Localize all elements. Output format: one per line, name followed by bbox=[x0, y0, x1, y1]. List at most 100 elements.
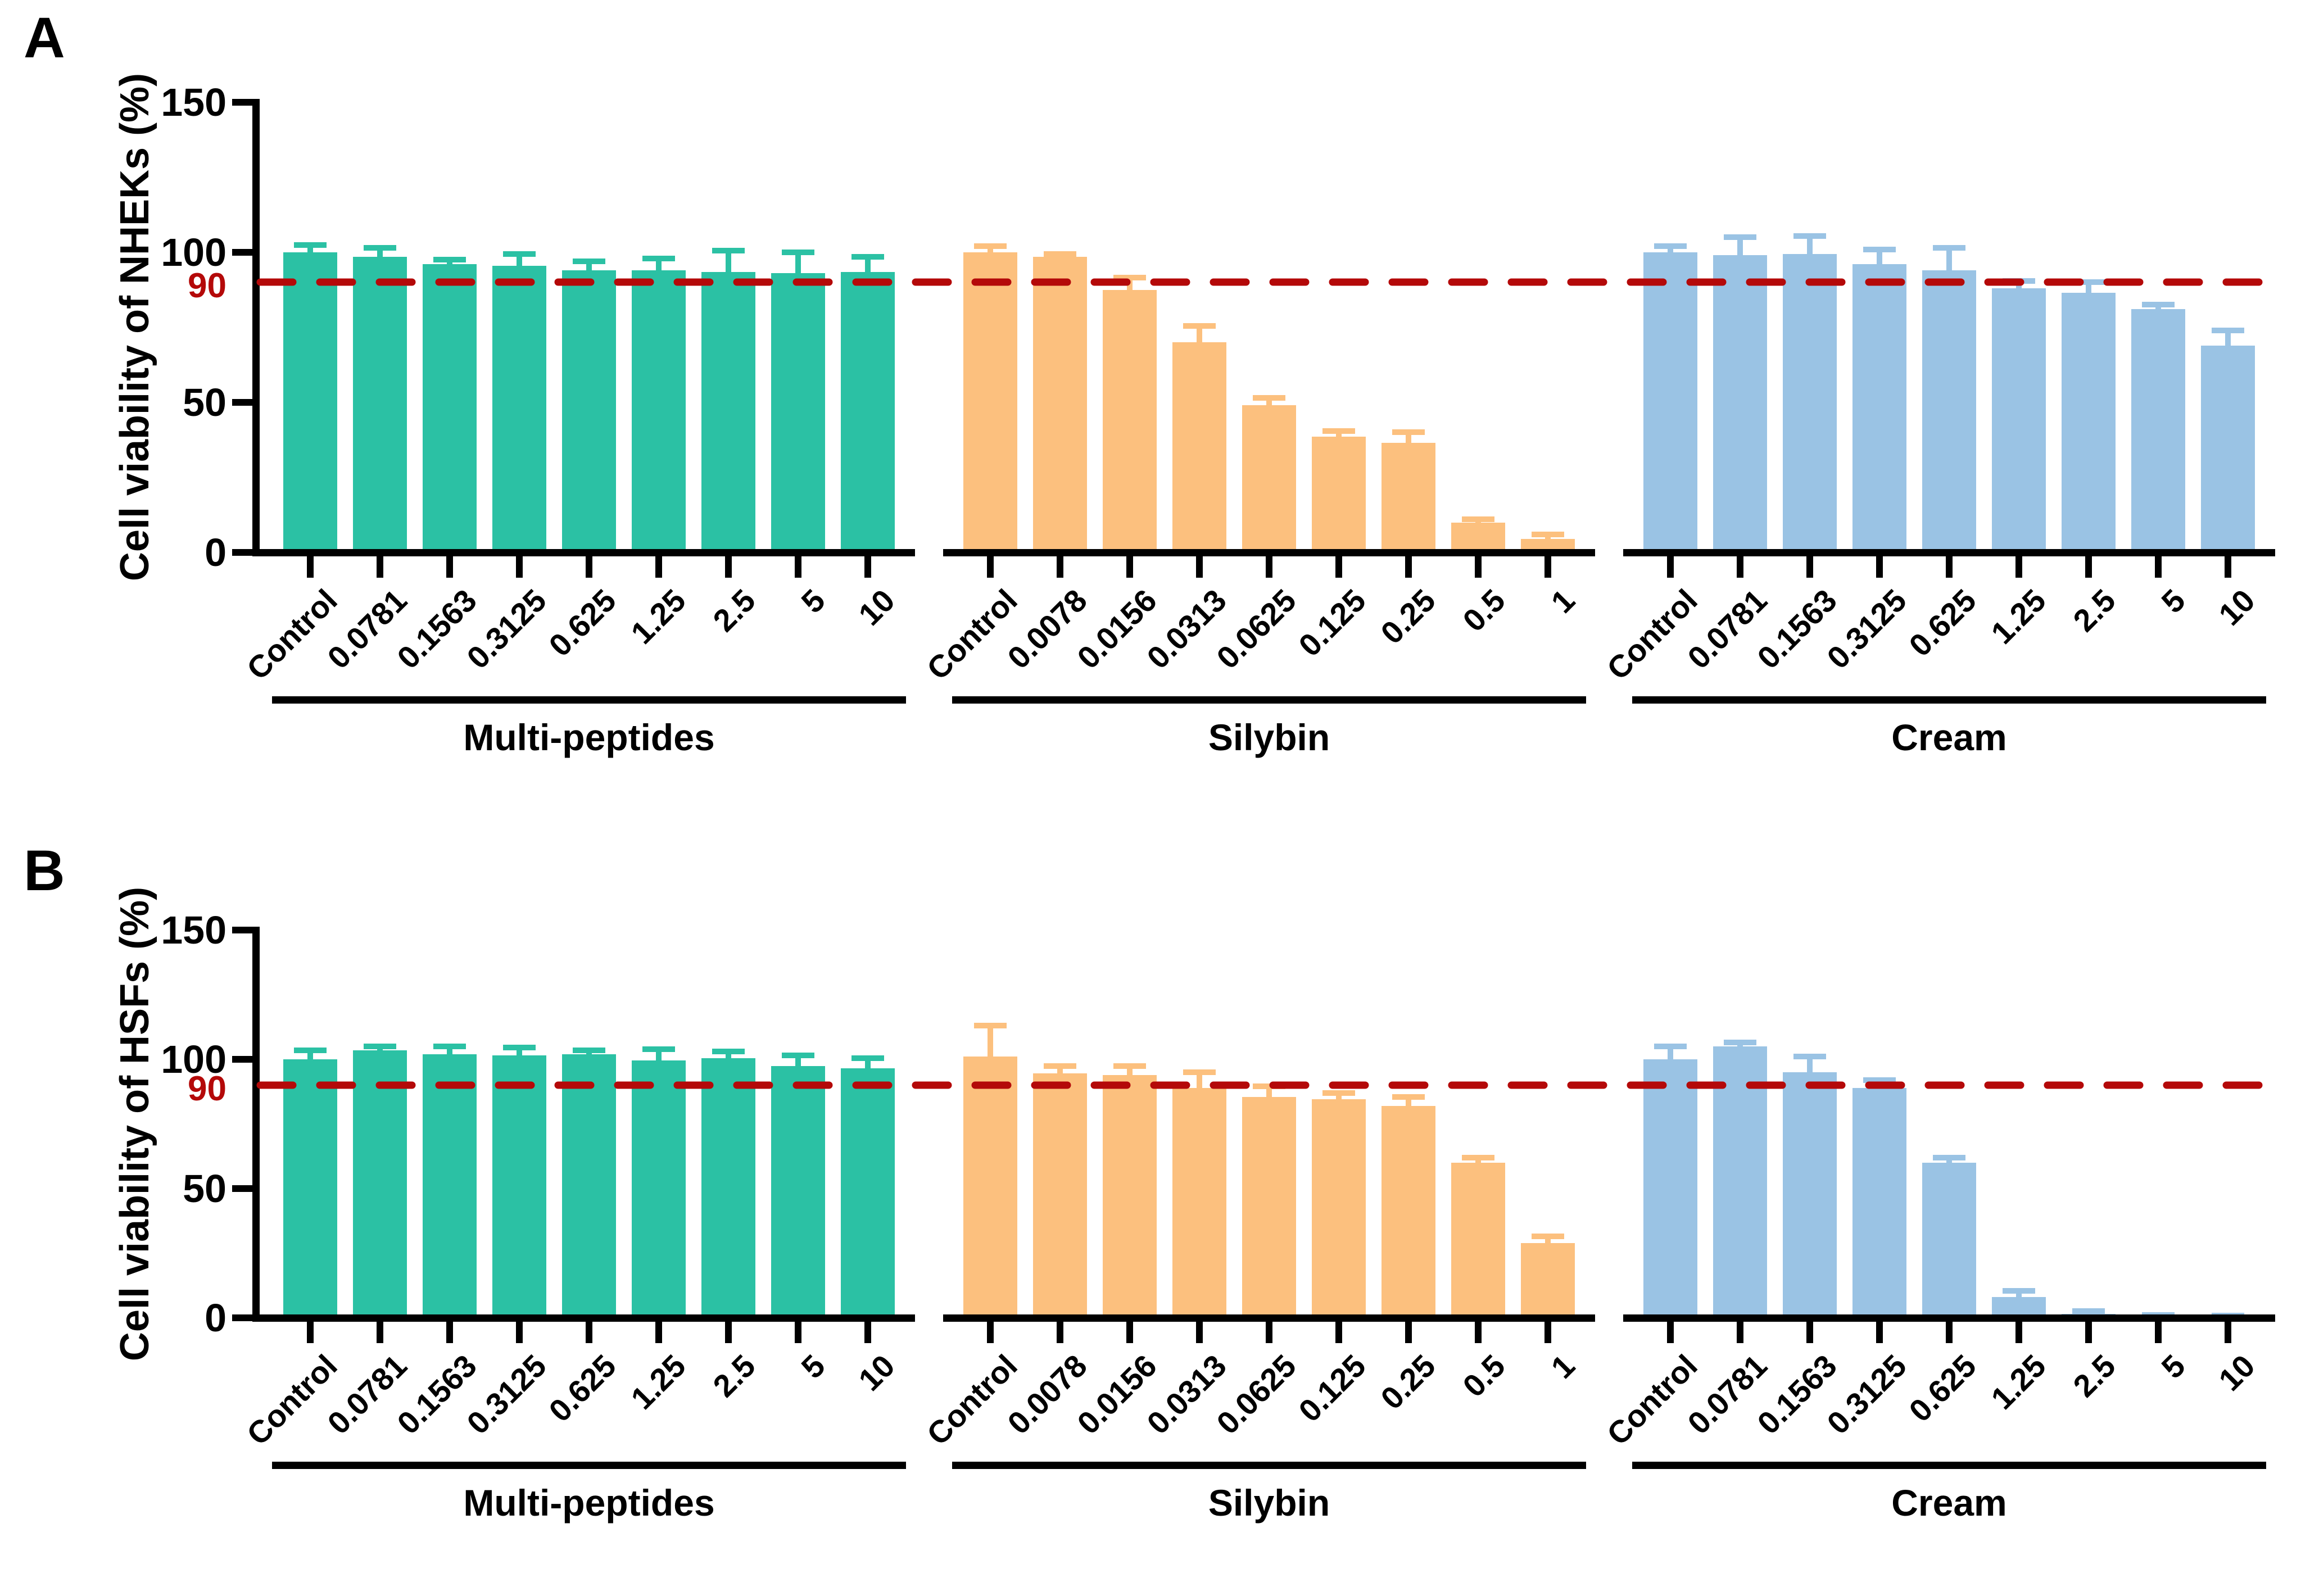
x-tick bbox=[307, 1322, 314, 1343]
group-bracket bbox=[952, 696, 1586, 704]
x-tick bbox=[1335, 1322, 1342, 1343]
x-tick bbox=[1876, 556, 1883, 578]
error-bar-line bbox=[1406, 1096, 1411, 1108]
y-tick bbox=[232, 1056, 252, 1063]
x-axis-segment bbox=[252, 549, 915, 556]
x-tick bbox=[377, 556, 383, 578]
error-bar-line bbox=[795, 1055, 801, 1068]
y-tick bbox=[232, 399, 252, 406]
x-tick bbox=[1126, 556, 1133, 578]
y-tick-label: 150 bbox=[161, 908, 227, 952]
x-tick bbox=[795, 1322, 801, 1343]
error-bar-line bbox=[1946, 1157, 1952, 1165]
y-tick bbox=[232, 927, 252, 933]
bar bbox=[1312, 1099, 1366, 1318]
y-tick bbox=[232, 1185, 252, 1192]
bar bbox=[283, 1059, 337, 1318]
error-bar-cap bbox=[1253, 395, 1285, 401]
bar bbox=[1922, 270, 1976, 552]
error-bar-cap bbox=[1532, 1234, 1564, 1240]
group-title: Multi-peptides bbox=[463, 717, 715, 758]
group-bracket bbox=[952, 1462, 1586, 1469]
error-bar-cap bbox=[1654, 243, 1687, 250]
x-tick bbox=[2015, 1322, 2022, 1343]
x-tick bbox=[655, 1322, 662, 1343]
bar bbox=[562, 1054, 616, 1318]
error-bar-cap bbox=[1863, 246, 1896, 252]
bar bbox=[1713, 255, 1767, 552]
error-bar-line bbox=[1475, 1157, 1481, 1165]
error-bar-line bbox=[1266, 1086, 1272, 1099]
bar bbox=[492, 1055, 546, 1318]
error-bar-line bbox=[1336, 430, 1342, 439]
error-bar-cap bbox=[573, 259, 605, 265]
y-tick-label: 150 bbox=[161, 80, 227, 124]
x-tick bbox=[1806, 1322, 1813, 1343]
error-bar-line bbox=[1807, 1057, 1813, 1074]
error-bar-line bbox=[1127, 278, 1133, 292]
error-bar-line bbox=[865, 1058, 871, 1071]
group-title: Cream bbox=[1891, 1482, 2007, 1524]
error-bar-cap bbox=[2142, 302, 2175, 308]
x-tick bbox=[2015, 556, 2022, 578]
error-bar-cap bbox=[1113, 275, 1146, 281]
y-tick bbox=[232, 99, 252, 106]
threshold-dashed-line bbox=[256, 1081, 2285, 1089]
x-axis-segment bbox=[943, 1314, 1595, 1322]
x-tick bbox=[1544, 1322, 1551, 1343]
bar bbox=[1643, 1059, 1697, 1318]
bar bbox=[2131, 309, 2185, 552]
error-bar-cap bbox=[782, 250, 814, 255]
error-bar-line bbox=[1668, 246, 1673, 255]
error-bar-line bbox=[307, 1050, 313, 1062]
bar bbox=[1033, 257, 1087, 552]
error-bar-line bbox=[1197, 325, 1202, 345]
x-tick bbox=[1405, 556, 1412, 578]
bar bbox=[771, 273, 825, 552]
error-bar-cap bbox=[294, 1047, 327, 1053]
threshold-label: 90 bbox=[188, 266, 227, 306]
error-bar-cap bbox=[364, 1044, 396, 1049]
x-tick bbox=[655, 556, 662, 578]
error-bar-cap bbox=[2072, 279, 2105, 285]
error-bar-line bbox=[988, 1026, 993, 1059]
group-bracket bbox=[272, 696, 906, 704]
bar bbox=[1922, 1163, 1976, 1318]
x-tick bbox=[1475, 556, 1482, 578]
x-tick bbox=[1876, 1322, 1883, 1343]
error-bar-cap bbox=[974, 243, 1007, 250]
x-tick bbox=[1946, 1322, 1953, 1343]
x-tick bbox=[1737, 1322, 1743, 1343]
x-tick bbox=[864, 1322, 871, 1343]
x-tick bbox=[795, 556, 801, 578]
y-tick-label: 50 bbox=[183, 1167, 227, 1210]
bar bbox=[423, 264, 477, 552]
x-tick bbox=[2225, 556, 2231, 578]
x-tick bbox=[2155, 1322, 2162, 1343]
bar bbox=[701, 271, 755, 552]
x-tick bbox=[1335, 556, 1342, 578]
error-bar-line bbox=[1545, 1236, 1551, 1245]
error-bar-cap bbox=[573, 1047, 605, 1053]
error-bar-cap bbox=[1392, 429, 1425, 436]
bar bbox=[841, 1068, 895, 1318]
error-bar-line bbox=[517, 1048, 522, 1058]
error-bar-cap bbox=[974, 1023, 1007, 1029]
group-bracket bbox=[1632, 696, 2266, 704]
y-axis-spine bbox=[252, 99, 260, 556]
error-bar-line bbox=[586, 1050, 592, 1057]
bar bbox=[701, 1058, 755, 1318]
error-bar-cap bbox=[1044, 1063, 1076, 1069]
panel-a-letter: A bbox=[24, 6, 65, 70]
group-title: Multi-peptides bbox=[463, 1482, 715, 1524]
error-bar-line bbox=[586, 261, 592, 273]
bar bbox=[2062, 293, 2116, 552]
bar bbox=[562, 270, 616, 552]
bar bbox=[1382, 443, 1435, 552]
error-bar-line bbox=[307, 244, 313, 255]
y-tick bbox=[232, 549, 252, 556]
bar bbox=[1382, 1105, 1435, 1318]
x-axis-segment bbox=[943, 549, 1595, 556]
bar bbox=[1103, 289, 1157, 552]
